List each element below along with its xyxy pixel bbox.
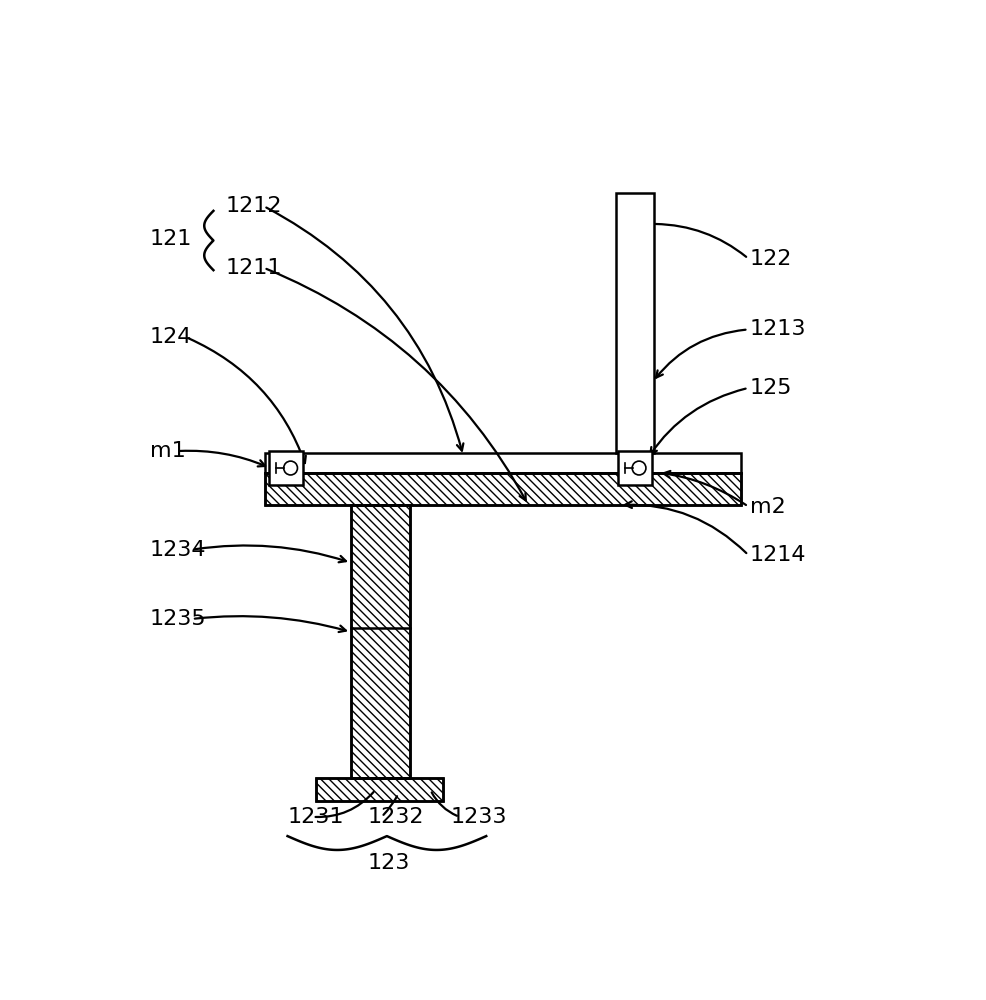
Bar xyxy=(618,451,652,485)
Bar xyxy=(269,451,303,485)
Text: 1211: 1211 xyxy=(226,258,282,278)
Text: 1232: 1232 xyxy=(368,807,424,827)
Bar xyxy=(316,778,443,801)
Text: 1213: 1213 xyxy=(749,319,807,339)
Bar xyxy=(264,473,740,505)
Text: 1214: 1214 xyxy=(749,545,807,565)
Text: m1: m1 xyxy=(150,441,185,461)
Text: 122: 122 xyxy=(749,249,792,269)
Bar xyxy=(351,505,410,778)
Text: 1235: 1235 xyxy=(150,609,207,629)
Text: m2: m2 xyxy=(749,497,786,517)
Bar xyxy=(264,453,740,473)
Text: 125: 125 xyxy=(749,378,793,398)
Bar xyxy=(616,193,655,453)
Text: 124: 124 xyxy=(150,327,192,347)
Text: 123: 123 xyxy=(368,853,410,873)
Text: 1231: 1231 xyxy=(288,807,344,827)
Bar xyxy=(264,473,740,505)
Text: 1233: 1233 xyxy=(451,807,507,827)
Text: 121: 121 xyxy=(150,229,192,249)
Text: 1234: 1234 xyxy=(150,540,206,560)
Text: 1212: 1212 xyxy=(226,196,282,216)
Bar xyxy=(351,505,410,778)
Bar xyxy=(316,778,443,801)
